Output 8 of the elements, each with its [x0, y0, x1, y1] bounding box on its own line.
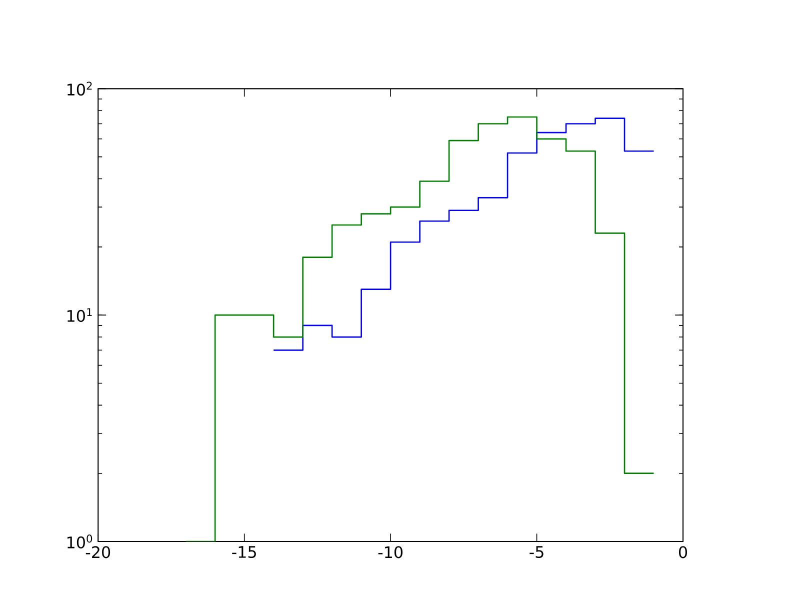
- x-tick-label: 0: [678, 546, 688, 558]
- x-tick-label: -5: [530, 546, 544, 558]
- y-tick-label: 10$^{1}$: [68, 308, 92, 322]
- x-tick-label: -20: [86, 546, 110, 558]
- x-tick-label: -15: [232, 546, 256, 558]
- y-tick-label: 10$^{0}$: [68, 534, 92, 548]
- y-tick-label: 10$^{2}$: [68, 82, 92, 96]
- x-tick-label: -10: [378, 546, 403, 558]
